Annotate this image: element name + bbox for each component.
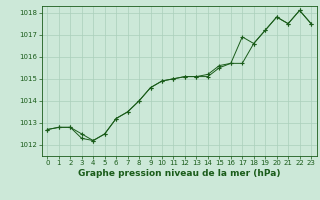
X-axis label: Graphe pression niveau de la mer (hPa): Graphe pression niveau de la mer (hPa): [78, 169, 280, 178]
